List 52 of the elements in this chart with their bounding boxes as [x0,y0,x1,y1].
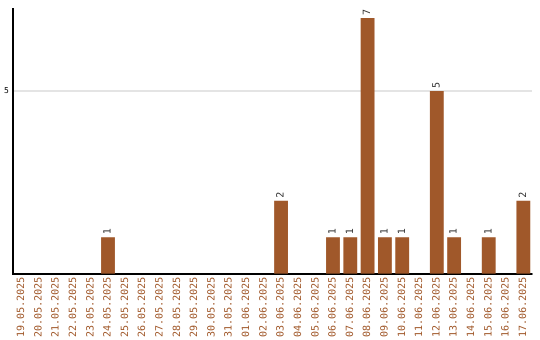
x-tick-label: 06.06.2025 [328,276,339,338]
x-tick-label: 23.05.2025 [85,276,96,338]
x-tick-label: 26.05.2025 [137,276,148,338]
x-tick-label: 20.05.2025 [33,276,44,338]
data-label: 1 [344,228,356,234]
x-tick-label: 25.05.2025 [120,276,131,338]
data-label: 5 [431,82,442,88]
x-tick-label: 08.06.2025 [362,276,374,338]
x-tick-label: 05.06.2025 [310,276,322,338]
x-tick-label: 29.05.2025 [189,276,200,338]
bar [326,237,340,274]
x-tick-label: 03.06.2025 [276,276,287,338]
x-tick-label: 02.06.2025 [258,276,270,338]
bar [482,237,496,274]
data-label: 7 [362,8,374,15]
x-tick-label: 24.05.2025 [102,276,114,338]
x-tick-label: 27.05.2025 [154,276,166,338]
bar [447,237,462,274]
x-tick-label: 07.06.2025 [344,276,356,338]
bar [516,200,530,274]
x-tick-label: 14.06.2025 [466,276,478,338]
x-tick-label: 30.05.2025 [206,276,218,338]
data-label: 2 [518,192,529,198]
bar [430,91,444,274]
x-tick-label: 11.06.2025 [414,276,426,338]
data-label: 1 [396,228,408,234]
x-tick-label: 04.06.2025 [292,276,304,338]
bar [274,200,288,274]
bar [378,237,392,274]
x-tick-label: 28.05.2025 [172,276,183,338]
x-tick-label: 12.06.2025 [431,276,442,338]
x-tick-label: 31.05.2025 [224,276,235,338]
x-tick-label: 09.06.2025 [379,276,390,338]
bar [343,237,358,274]
x-tick-label: 19.05.2025 [16,276,28,338]
x-tick-label: 13.06.2025 [448,276,460,338]
x-tick-label: 15.06.2025 [483,276,494,338]
data-label: 1 [102,228,114,234]
x-tick-label: 01.06.2025 [241,276,252,338]
x-tick-label: 22.05.2025 [68,276,79,338]
bar [360,18,375,274]
data-label: 2 [276,192,287,198]
x-tick-label: 21.05.2025 [50,276,62,338]
bar [101,237,115,274]
data-label: 1 [448,228,460,234]
bar [395,237,410,274]
x-tick-label: 17.06.2025 [518,276,529,338]
data-label: 1 [379,228,390,234]
x-tick-label: 16.06.2025 [500,276,512,338]
x-tick-label: 10.06.2025 [396,276,408,338]
data-label: 1 [328,228,339,234]
data-label: 1 [483,228,494,234]
